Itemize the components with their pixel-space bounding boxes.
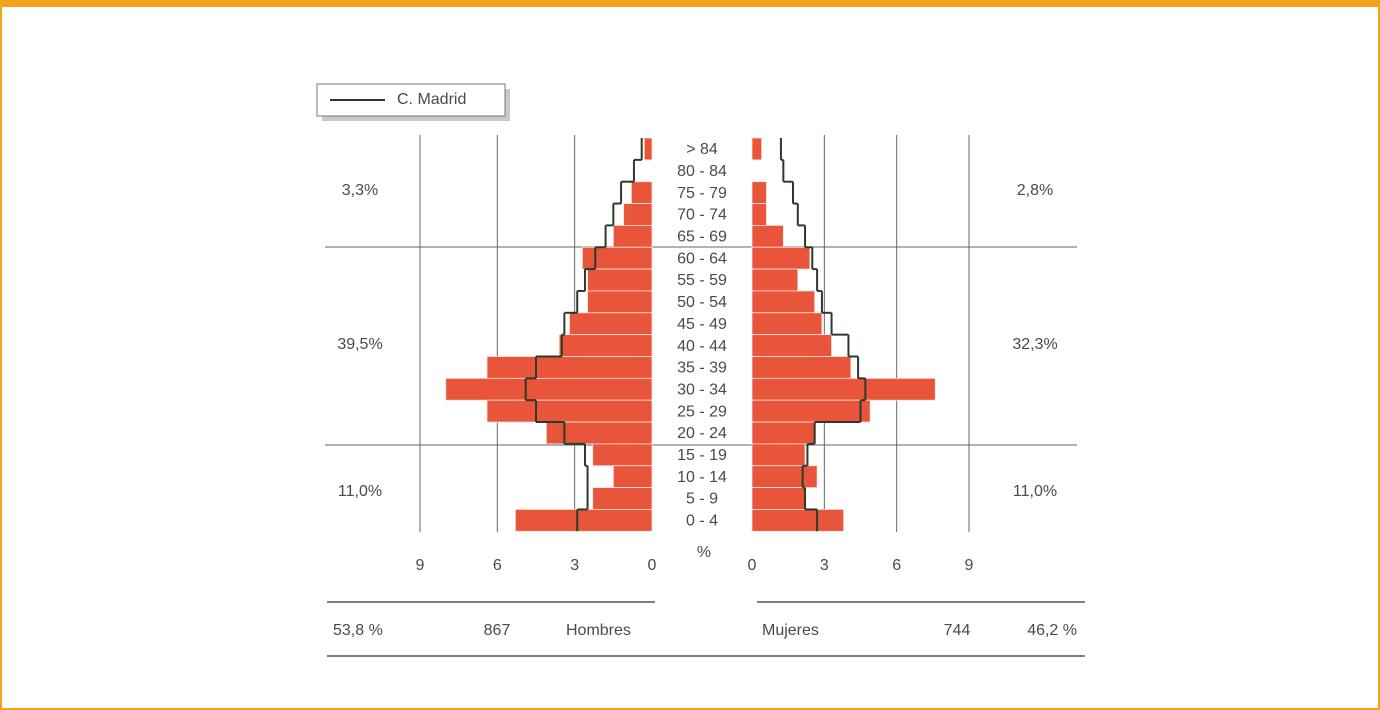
- bar: [751, 268, 799, 292]
- legend-label: C. Madrid: [397, 91, 466, 108]
- share: 46,2 %: [1027, 622, 1077, 639]
- side-label: Mujeres: [762, 622, 819, 639]
- bar: [558, 334, 653, 357]
- bar: [587, 268, 653, 292]
- x-tick-label: 6: [493, 557, 502, 574]
- age-label: 10 - 14: [677, 469, 727, 486]
- age-label: 20 - 24: [677, 425, 727, 442]
- age-label: 35 - 39: [677, 360, 727, 377]
- bar: [545, 421, 653, 445]
- bar: [751, 334, 832, 357]
- age-label: 40 - 44: [677, 338, 727, 355]
- group-percent: 3,3%: [342, 182, 378, 199]
- bar: [592, 487, 653, 510]
- bar: [612, 224, 653, 248]
- x-tick-label: 0: [748, 557, 757, 574]
- bar: [751, 246, 811, 270]
- bar: [486, 399, 653, 423]
- age-label: 5 - 9: [686, 491, 718, 508]
- bar: [751, 181, 767, 204]
- bar: [751, 356, 852, 379]
- bar: [643, 137, 653, 161]
- bar: [751, 465, 818, 489]
- bar: [623, 203, 653, 226]
- group-percent: 11,0%: [1013, 483, 1057, 500]
- group-percent: 11,0%: [338, 483, 382, 500]
- bar: [751, 224, 784, 248]
- age-label: 55 - 59: [677, 272, 727, 289]
- side-label: Hombres: [566, 622, 631, 639]
- group-percent: 2,8%: [1017, 182, 1053, 199]
- bar: [569, 312, 653, 336]
- age-label: 60 - 64: [677, 250, 727, 267]
- bar: [751, 203, 767, 226]
- total: 867: [484, 622, 511, 639]
- age-label: 0 - 4: [686, 513, 718, 530]
- age-label: 70 - 74: [677, 207, 727, 224]
- bar: [751, 421, 816, 445]
- bar: [751, 509, 845, 532]
- bar: [587, 290, 653, 314]
- age-label: > 84: [686, 141, 718, 158]
- x-tick-label: 3: [820, 557, 829, 574]
- bar: [592, 443, 653, 467]
- bar: [582, 246, 653, 270]
- total: 744: [944, 622, 971, 639]
- age-label: 15 - 19: [677, 447, 727, 464]
- bar: [751, 399, 871, 423]
- bar: [486, 356, 653, 379]
- frame: [0, 5, 1380, 710]
- x-tick-label: 0: [648, 557, 657, 574]
- bar: [751, 290, 816, 314]
- x-axis-label: %: [697, 544, 711, 561]
- age-label: 65 - 69: [677, 229, 727, 246]
- age-label: 25 - 29: [677, 403, 727, 420]
- top-border: [0, 0, 1380, 7]
- bar: [612, 465, 653, 489]
- age-label: 30 - 34: [677, 381, 727, 398]
- x-tick-label: 6: [892, 557, 901, 574]
- x-tick-label: 9: [965, 557, 974, 574]
- group-percent: 32,3%: [1012, 336, 1057, 353]
- x-tick-label: 9: [416, 557, 425, 574]
- bar: [751, 443, 806, 467]
- bar: [751, 377, 936, 401]
- bar: [751, 487, 806, 510]
- share: 53,8 %: [333, 622, 383, 639]
- bar: [751, 137, 763, 161]
- group-percent: 39,5%: [337, 336, 382, 353]
- bar: [751, 312, 823, 336]
- age-label: 45 - 49: [677, 316, 727, 333]
- bar: [445, 377, 653, 401]
- bar: [514, 509, 653, 532]
- age-label: 75 - 79: [677, 185, 727, 202]
- age-label: 50 - 54: [677, 294, 727, 311]
- bar: [630, 181, 653, 204]
- age-label: 80 - 84: [677, 163, 727, 180]
- x-tick-label: 3: [570, 557, 579, 574]
